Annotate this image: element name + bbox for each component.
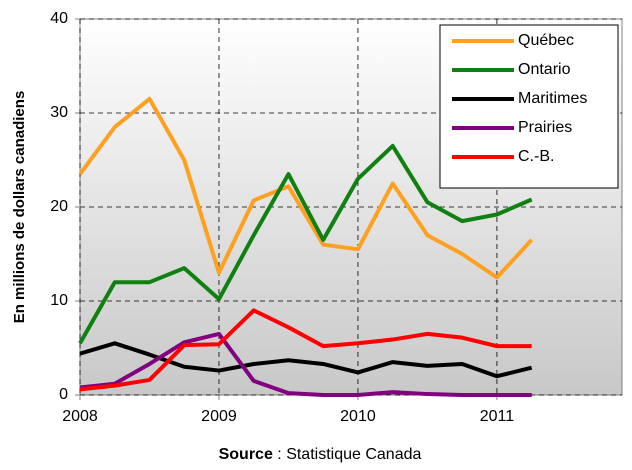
legend-box [439, 24, 619, 189]
series-line [79, 341, 533, 379]
x-tick-label: 2009 [201, 408, 237, 425]
y-tick-label: 30 [50, 104, 68, 121]
series-line [78, 143, 533, 345]
source-text: : Statistique Canada [277, 446, 421, 463]
y-tick-label: 40 [50, 10, 68, 27]
source: Source : Statistique Canada [219, 446, 422, 463]
y-tick-label: 0 [59, 386, 68, 403]
legend-label: C.-B. [518, 148, 554, 165]
x-tick-label: 2008 [62, 408, 98, 425]
series-line [79, 308, 532, 392]
legend-label: Québec [518, 32, 574, 49]
legend-label: Ontario [518, 61, 571, 78]
x-tick-label: 2010 [340, 408, 376, 425]
x-tick-label: 2011 [480, 408, 515, 425]
series-line [78, 96, 534, 280]
legend-label: Prairies [518, 119, 572, 136]
y-axis-label: En millions de dollars canadiens [11, 91, 28, 324]
series-line [79, 331, 532, 397]
y-tick-label: 10 [50, 292, 68, 309]
legend-label: Maritimes [518, 90, 587, 107]
source-label: Source [219, 446, 273, 463]
y-tick-label: 20 [50, 198, 68, 215]
